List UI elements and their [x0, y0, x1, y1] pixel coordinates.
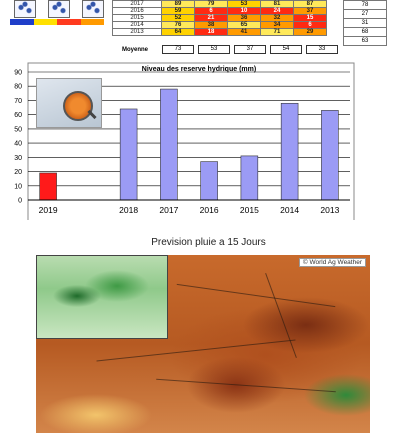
table-cell: 34	[260, 21, 294, 29]
y-tick-label: 60	[14, 112, 22, 119]
y-tick-label: 80	[14, 84, 22, 91]
table-cell: 81	[260, 0, 294, 8]
table-row: 2016 59 6 10 24 37	[112, 7, 327, 15]
table-row: 2013 64 18 41 71 29	[112, 28, 327, 36]
table-cell: 76	[161, 21, 195, 29]
table-cell: 89	[161, 0, 195, 8]
y-tick-label: 50	[14, 126, 22, 133]
magnifier-map-icon	[36, 78, 102, 128]
chart-title: Niveau des reserve hydrique (mm)	[142, 66, 256, 73]
table-cell: 38	[194, 21, 228, 29]
side-values-table: 78 27 31 68 63	[343, 0, 387, 46]
average-cell: 33	[306, 45, 338, 54]
side-value: 31	[343, 18, 387, 28]
table-cell: 59	[161, 7, 195, 15]
y-tick-label: 20	[14, 169, 22, 176]
bar-2019	[39, 172, 57, 201]
table-cell: 64	[161, 28, 195, 36]
bar-2014	[280, 102, 299, 201]
table-year: 2017	[112, 0, 162, 8]
x-tick-label: 2016	[200, 205, 219, 215]
rain-drops-icon	[82, 0, 104, 18]
water-reserve-chart: Niveau des reserve hydrique (mm) 0 10 20 30 4…	[0, 60, 417, 220]
x-tick-label: 2015	[240, 205, 259, 215]
country-border	[96, 339, 296, 362]
average-label: Moyenne	[121, 46, 148, 53]
color-scale-bar	[10, 19, 104, 25]
reserve-table: 2017 89 79 53 81 87 2016 59 6 10 24 37 2015 52 21 36 32 1…	[112, 0, 327, 36]
table-cell: 71	[260, 28, 294, 36]
x-tick-label: 2018	[119, 205, 138, 215]
average-cell: 73	[162, 45, 194, 54]
table-cell: 10	[227, 7, 261, 15]
x-tick-label: 2013	[320, 205, 339, 215]
table-cell: 18	[194, 28, 228, 36]
table-row: 2014 76 38 65 34 6	[112, 21, 327, 29]
table-cell: 36	[227, 14, 261, 22]
average-cell: 54	[270, 45, 302, 54]
table-cell: 6	[293, 21, 327, 29]
side-value: 68	[343, 27, 387, 37]
x-tick-label: 2019	[39, 205, 58, 215]
side-value: 63	[343, 36, 387, 46]
y-tick-label: 0	[18, 198, 22, 205]
y-tick-label: 90	[14, 70, 22, 77]
scale-swatch	[33, 19, 57, 25]
y-tick-label: 70	[14, 98, 22, 105]
bar-2017	[160, 88, 178, 201]
table-year: 2013	[112, 28, 162, 36]
table-year: 2015	[112, 14, 162, 22]
table-year: 2014	[112, 21, 162, 29]
table-cell: 6	[194, 7, 228, 15]
table-cell: 79	[194, 0, 228, 8]
table-cell: 41	[227, 28, 261, 36]
table-cell: 15	[293, 14, 327, 22]
rain-drops-icon	[48, 0, 70, 18]
table-cell: 21	[194, 14, 228, 22]
country-border	[176, 283, 336, 308]
table-cell: 53	[227, 0, 261, 8]
average-cell: 37	[234, 45, 266, 54]
scale-swatch	[57, 19, 81, 25]
bar-2015	[240, 155, 259, 201]
table-cell: 29	[293, 28, 327, 36]
y-tick-label: 30	[14, 155, 22, 162]
side-value: 27	[343, 9, 387, 19]
forecast-inset-map	[36, 255, 168, 339]
table-cell: 65	[227, 21, 261, 29]
y-tick-label: 10	[14, 183, 22, 190]
table-row: 2015 52 21 36 32 15	[112, 14, 327, 22]
bar-2013	[321, 110, 339, 201]
bar-2016	[200, 161, 218, 201]
x-tick-label: 2014	[280, 205, 299, 215]
table-year: 2016	[112, 7, 162, 15]
table-cell: 37	[293, 7, 327, 15]
scale-swatch	[80, 19, 104, 25]
bar-2018	[119, 108, 138, 201]
country-border	[156, 378, 336, 393]
scale-swatch	[10, 19, 34, 25]
forecast-map: © World Ag Weather	[36, 255, 370, 433]
y-tick-label: 40	[14, 141, 22, 148]
table-cell: 24	[260, 7, 294, 15]
table-cell: 52	[161, 14, 195, 22]
country-border	[265, 273, 297, 358]
forecast-credit: © World Ag Weather	[298, 258, 366, 267]
table-row: 2017 89 79 53 81 87	[112, 0, 327, 8]
table-cell: 87	[293, 0, 327, 8]
forecast-title: Prevision pluie a 15 Jours	[151, 237, 266, 248]
x-tick-label: 2017	[159, 205, 178, 215]
rain-drops-icon	[14, 0, 36, 18]
average-cell: 53	[198, 45, 230, 54]
magnifier-lens	[63, 91, 93, 121]
table-cell: 32	[260, 14, 294, 22]
average-row: Moyenne 73 53 37 54 33	[112, 45, 338, 54]
side-value: 78	[343, 0, 387, 10]
top-strip: 2017 89 79 53 81 87 2016 59 6 10 24 37 2015 52 21 36 32 1…	[0, 0, 417, 60]
